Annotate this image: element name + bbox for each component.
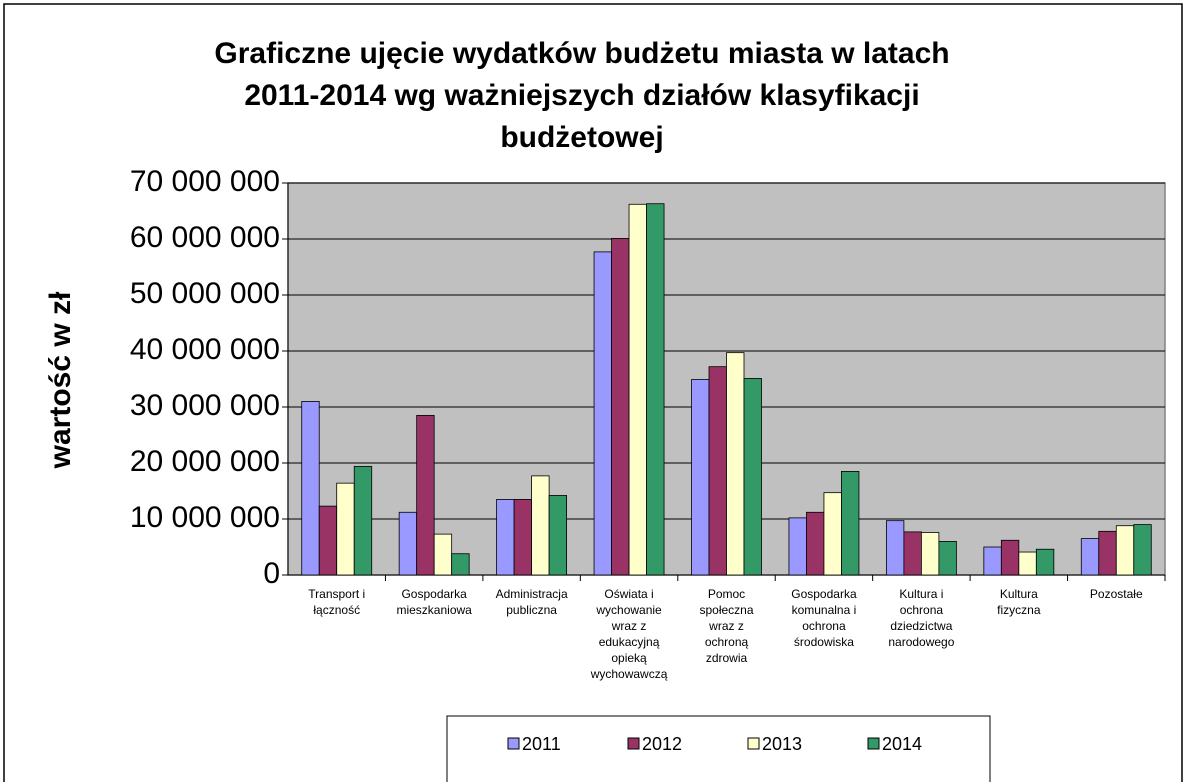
bar	[513, 498, 533, 576]
bar	[743, 378, 762, 576]
legend-swatch	[627, 737, 640, 750]
legend-label: 2014	[882, 734, 922, 754]
bar	[646, 203, 665, 576]
bar	[1098, 530, 1117, 576]
y-tick-label: 50 000 000	[130, 277, 280, 310]
legend-label: 2012	[642, 734, 682, 754]
bar	[726, 352, 745, 576]
y-tick-label: 60 000 000	[130, 221, 280, 254]
x-tick-label: Pomoc społeczna wraz z ochroną zdrowia	[699, 587, 753, 665]
bar	[788, 517, 807, 576]
chart-title: Graficzne ujęcie wydatków budżetu miasta…	[214, 37, 949, 154]
bar	[938, 541, 957, 576]
bar	[593, 251, 612, 576]
bar	[903, 531, 922, 576]
bar	[841, 470, 860, 576]
bar	[398, 511, 418, 576]
legend-box	[446, 715, 991, 782]
bar	[611, 238, 630, 576]
bar	[920, 532, 940, 576]
x-tick-label: Pozostałe	[1090, 587, 1143, 601]
bar	[416, 414, 435, 576]
bar	[496, 498, 515, 576]
bar	[353, 465, 373, 576]
y-tick-label: 70 000 000	[130, 165, 280, 198]
bar	[301, 400, 320, 576]
bar	[548, 495, 568, 576]
legend-label: 2011	[522, 734, 561, 754]
x-tick-label: Kultura i ochrona dziedzictwa narodowego	[888, 587, 954, 649]
bar	[1000, 539, 1020, 576]
bar	[628, 203, 647, 576]
bar	[531, 475, 550, 576]
x-tick-label: Gospodarka mieszkaniowa	[396, 587, 472, 617]
legend-swatch	[747, 737, 760, 750]
bar	[1115, 525, 1135, 576]
y-tick-label: 0	[263, 557, 280, 590]
x-tick-label: Gospodarka komunalna i ochrona środowiska	[791, 587, 857, 649]
bar	[823, 492, 842, 576]
bar	[691, 379, 710, 576]
bar	[1035, 548, 1055, 576]
x-tick-label: Transport i łączność	[308, 587, 365, 617]
bar	[885, 520, 905, 576]
y-axis-label: wartość w zł	[44, 291, 77, 469]
bar	[708, 366, 727, 576]
bar	[336, 482, 355, 576]
bar	[806, 511, 825, 576]
y-tick-label: 20 000 000	[130, 445, 280, 478]
x-tick-label: Kultura fizyczna	[997, 587, 1041, 617]
legend-swatch	[507, 737, 520, 750]
y-tick-label: 30 000 000	[130, 389, 280, 422]
bar	[1080, 538, 1100, 576]
legend-swatch	[867, 737, 880, 750]
x-tick-label: Administracja publiczna	[496, 587, 568, 617]
bar	[983, 546, 1002, 576]
bar	[318, 505, 338, 576]
legend-label: 2013	[762, 734, 802, 754]
y-tick-label: 40 000 000	[130, 333, 280, 366]
bar	[1018, 551, 1037, 576]
bar	[451, 553, 470, 576]
y-tick-label: 10 000 000	[130, 501, 280, 534]
x-tick-label: Oświata i wychowanie wraz z edukacyjną opiek…	[590, 587, 668, 681]
bar	[1133, 524, 1152, 576]
bar	[433, 533, 453, 576]
